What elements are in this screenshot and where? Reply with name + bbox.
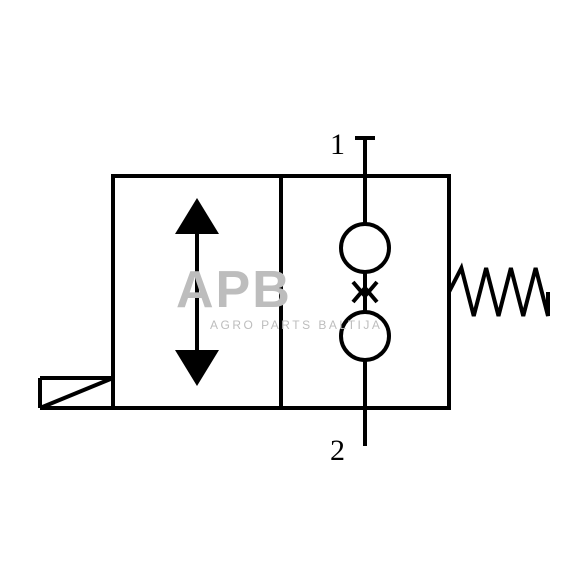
- diagram-canvas: APB AGRO PARTS BALTIJA 1 2: [0, 0, 588, 588]
- port-2-label: 2: [330, 434, 345, 468]
- port-1-label: 1: [330, 128, 345, 162]
- valve-schematic: [0, 0, 588, 588]
